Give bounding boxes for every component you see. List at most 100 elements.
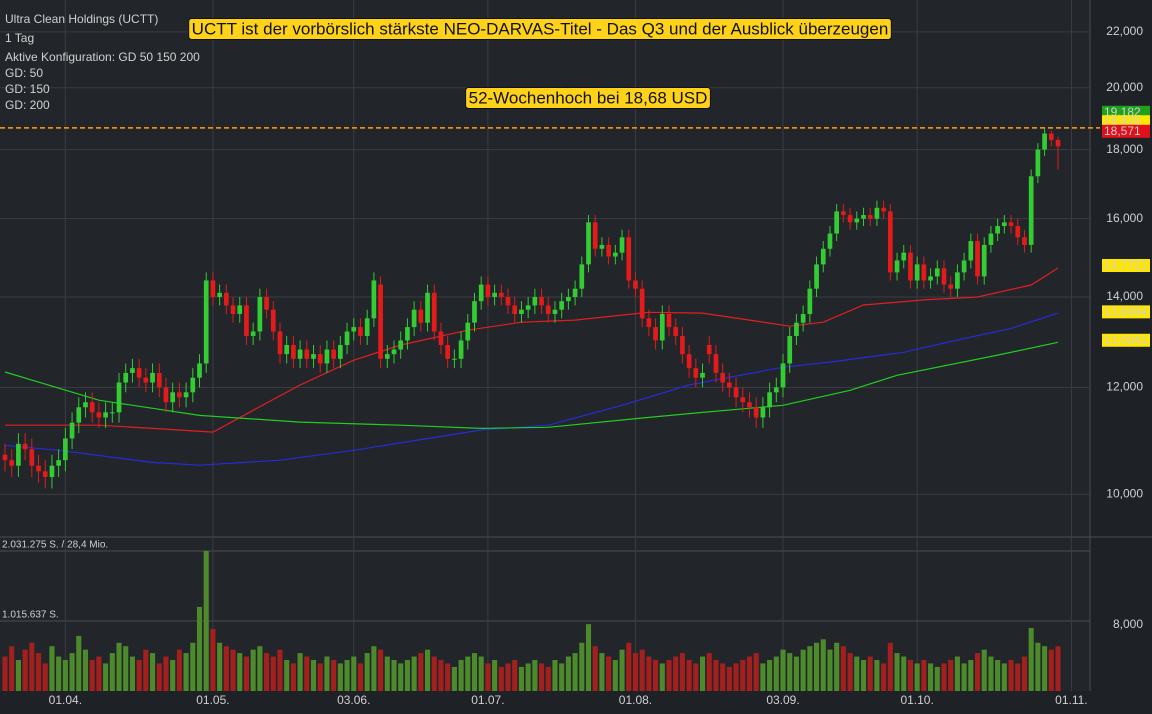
candle-body (841, 211, 846, 216)
candle-body (834, 211, 840, 234)
volume-bar (606, 656, 612, 691)
volume-bar (264, 653, 270, 691)
volume-bar (471, 653, 478, 691)
volume-bar (948, 659, 954, 691)
volume-bar (612, 659, 618, 691)
volume-bar (713, 659, 719, 691)
volume-bar (183, 653, 189, 691)
volume-bar (357, 663, 364, 691)
subtitle: 52-Wochenhoch bei 18,68 USD (469, 88, 708, 107)
candle-body (847, 215, 853, 223)
candle-body (928, 276, 933, 281)
candle-body (143, 377, 149, 383)
candle-body (498, 292, 504, 297)
candle-body (566, 296, 571, 302)
price-label: 13,0041 (1104, 333, 1148, 347)
volume-bar (1021, 656, 1028, 691)
candle-body (156, 372, 162, 388)
candle-body (646, 318, 652, 328)
candle-body (612, 252, 618, 257)
volume-bar (961, 663, 967, 691)
candle-body (539, 296, 544, 306)
candle-body (666, 313, 672, 328)
y-tick-label: 20,000 (1106, 80, 1143, 94)
volume-bar (190, 642, 196, 691)
candle-body (264, 296, 269, 310)
candle-body (1042, 133, 1047, 150)
price-label-box (1102, 333, 1150, 347)
volume-bar (284, 659, 290, 691)
volume-bar (941, 663, 947, 691)
candle-body (123, 372, 129, 383)
volume-bar (250, 649, 256, 691)
candle-body (586, 222, 591, 265)
x-tick-label: 01.10. (900, 693, 933, 707)
candle-body (405, 327, 410, 341)
volume-bar (552, 659, 558, 691)
candle-body (934, 268, 940, 277)
volume-bar (907, 659, 913, 691)
volume-bar (96, 656, 102, 691)
candle-body (1015, 226, 1021, 238)
volume-bar (1048, 649, 1054, 691)
candle-body (492, 292, 497, 297)
volume-bar (881, 663, 887, 691)
price-label: 13,6494 (1104, 305, 1148, 319)
volume-bar (539, 663, 545, 691)
price-label-box (1102, 259, 1150, 273)
volume-bar (310, 659, 317, 691)
volume-bar (934, 666, 940, 691)
candle-body (465, 322, 471, 341)
candle-body (733, 387, 739, 398)
candle-body (16, 443, 21, 466)
candle-body (807, 288, 813, 314)
candle-body (177, 392, 182, 398)
volume-bar (82, 649, 89, 691)
candle-body (384, 354, 390, 359)
candle-body (988, 233, 994, 245)
y-tick-label: 10,000 (1106, 486, 1143, 500)
candle-body (42, 471, 48, 477)
candle-body (116, 382, 122, 413)
volume-bar (807, 646, 813, 691)
price-label: 14,7721 (1104, 258, 1148, 272)
volume-bar (827, 649, 833, 691)
volume-bar (619, 649, 625, 691)
candle-body (431, 292, 437, 332)
candle-body (948, 284, 954, 289)
volume-bar (498, 666, 504, 691)
candle-body (773, 387, 779, 393)
volume-bar (123, 646, 129, 691)
candle-body (814, 264, 819, 289)
candle-body (545, 305, 551, 314)
candle-body (163, 387, 169, 403)
price-label: 18,571 (1104, 124, 1141, 138)
volume-bar (411, 656, 417, 691)
candle-body (1035, 149, 1041, 177)
candle-body (338, 344, 343, 359)
candle-body (398, 340, 404, 350)
volume-bar (968, 659, 974, 691)
volume-bar (988, 656, 994, 691)
candle-body (887, 211, 893, 273)
candle-body (351, 327, 357, 332)
volume-bar (371, 646, 377, 691)
candle-body (203, 280, 209, 364)
candle-body (740, 397, 746, 403)
volume-bar (1015, 663, 1021, 691)
volume-bar (163, 656, 169, 691)
volume-bar (874, 659, 880, 691)
volume-bar (277, 649, 283, 691)
volume-bar (733, 663, 739, 691)
volume-bar (331, 659, 337, 691)
moving-average (5, 267, 1059, 433)
volume-bar (1035, 642, 1041, 691)
moving-average (4, 312, 1059, 466)
candle-body (89, 402, 95, 413)
candle-body (29, 449, 35, 466)
volume-bar (143, 649, 149, 691)
candle-body (552, 309, 558, 314)
volume-bar (176, 649, 182, 691)
candle-body (63, 438, 68, 461)
